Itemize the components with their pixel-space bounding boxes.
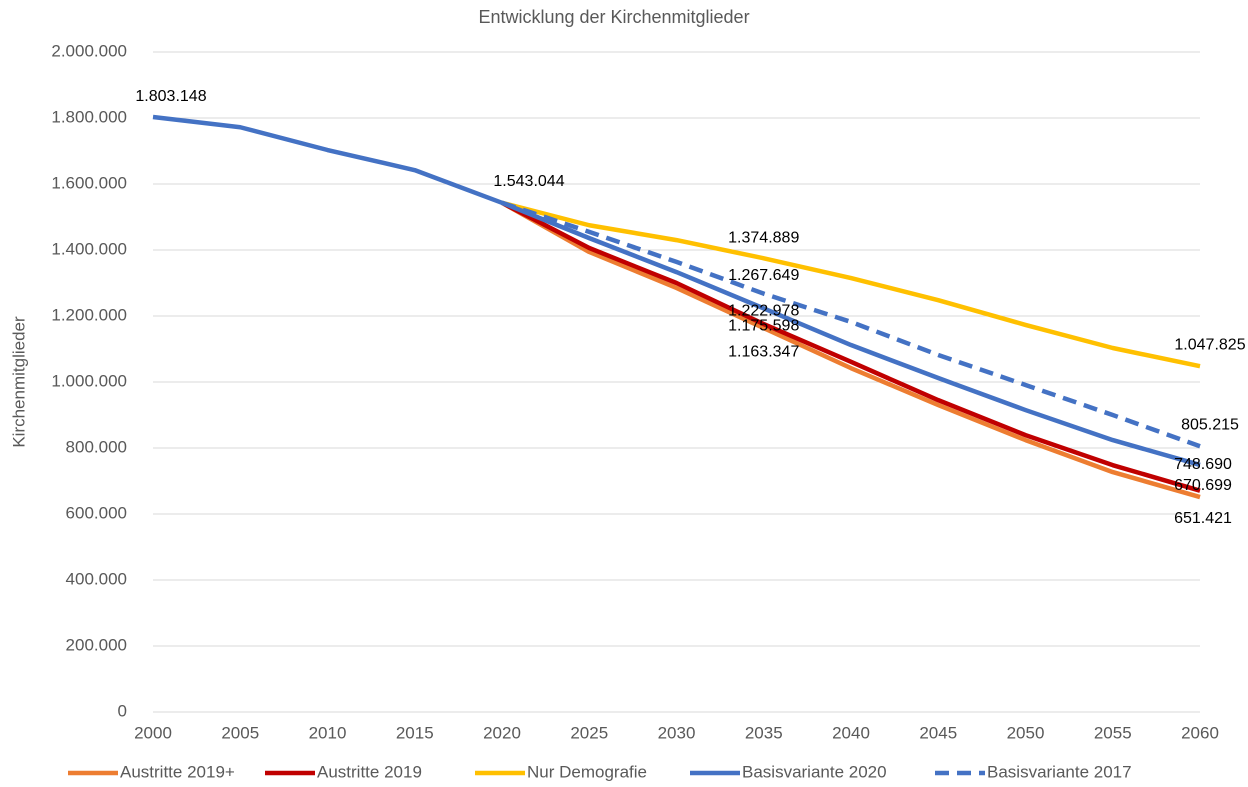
data-label: 1.222.978 [728, 303, 799, 320]
y-tick-label: 1.400.000 [51, 239, 127, 258]
legend-label: Basisvariante 2017 [987, 762, 1132, 781]
x-tick-label: 2010 [309, 723, 347, 742]
data-label: 670.699 [1174, 477, 1232, 494]
data-label: 1.267.649 [728, 267, 799, 284]
x-tick-label: 2025 [570, 723, 608, 742]
x-tick-label: 2035 [745, 723, 783, 742]
y-tick-label: 400.000 [66, 569, 127, 588]
legend-item: Austritte 2019 [265, 762, 422, 781]
series-line [501, 200, 1201, 369]
y-tick-label: 1.000.000 [51, 371, 127, 390]
data-label: 1.803.148 [135, 88, 206, 105]
y-tick-label: 200.000 [66, 635, 127, 654]
series-line [501, 200, 1201, 449]
legend-item: Nur Demografie [475, 762, 647, 781]
legend-label: Austritte 2019 [317, 762, 422, 781]
data-label: 1.163.347 [728, 343, 799, 360]
data-label: 805.215 [1181, 416, 1239, 433]
data-label: 1.175.598 [728, 317, 799, 334]
data-label: 1.374.889 [728, 230, 799, 247]
legend-item: Basisvariante 2017 [935, 762, 1132, 781]
y-tick-label: 800.000 [66, 437, 127, 456]
legend-label: Austritte 2019+ [120, 762, 235, 781]
y-tick-label: 1.200.000 [51, 305, 127, 324]
y-tick-label: 1.800.000 [51, 107, 127, 126]
legend-label: Basisvariante 2020 [742, 762, 887, 781]
data-label: 1.543.044 [493, 173, 564, 190]
y-tick-label: 1.600.000 [51, 173, 127, 192]
x-tick-label: 2000 [134, 723, 172, 742]
x-tick-label: 2015 [396, 723, 434, 742]
data-label: 748.690 [1174, 456, 1232, 473]
x-tick-label: 2005 [221, 723, 259, 742]
y-axis-label: Kirchenmitglieder [9, 316, 28, 448]
x-tick-label: 2055 [1094, 723, 1132, 742]
data-label: 651.421 [1174, 510, 1232, 527]
x-tick-label: 2060 [1181, 723, 1219, 742]
legend-label: Nur Demografie [527, 762, 647, 781]
series-line [500, 200, 1201, 500]
legend-item: Austritte 2019+ [68, 762, 235, 781]
chart-title: Entwicklung der Kirchenmitglieder [478, 7, 749, 27]
x-tick-label: 2020 [483, 723, 521, 742]
y-tick-label: 2.000.000 [51, 41, 127, 60]
series-line [152, 114, 1201, 468]
y-tick-label: 0 [118, 701, 127, 720]
series-line [500, 200, 1201, 493]
data-label: 1.047.825 [1174, 336, 1245, 353]
x-tick-label: 2045 [919, 723, 957, 742]
x-tick-label: 2030 [658, 723, 696, 742]
y-tick-label: 600.000 [66, 503, 127, 522]
legend-item: Basisvariante 2020 [690, 762, 887, 781]
x-tick-label: 2050 [1007, 723, 1045, 742]
x-tick-label: 2040 [832, 723, 870, 742]
